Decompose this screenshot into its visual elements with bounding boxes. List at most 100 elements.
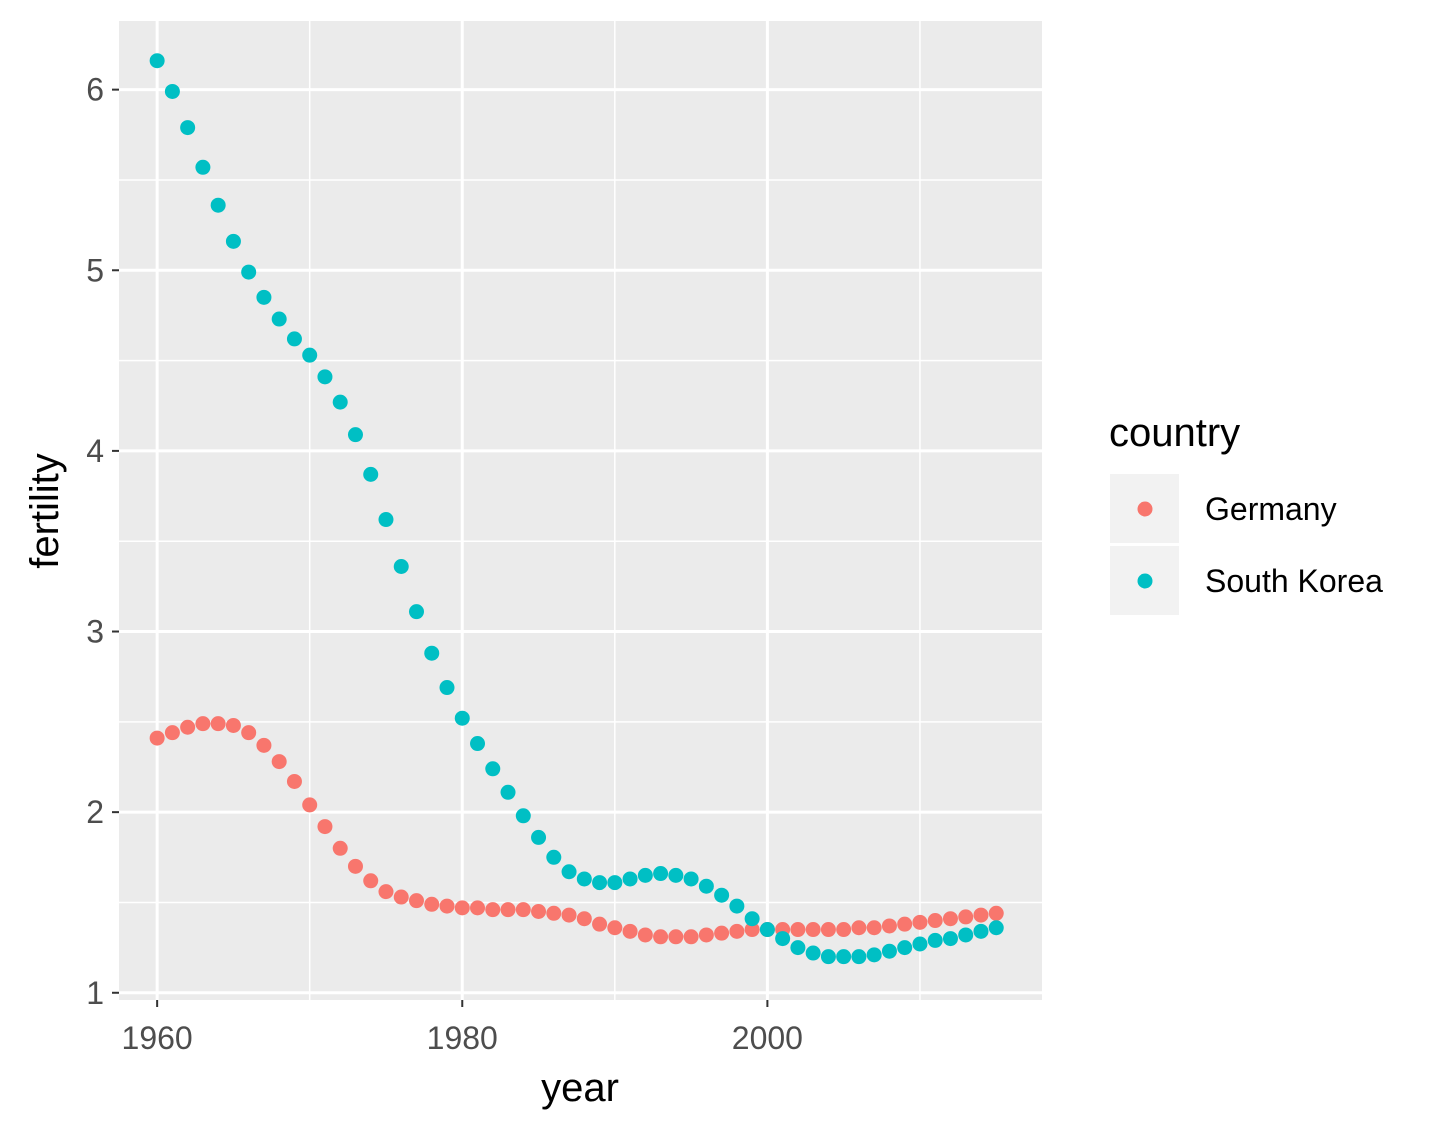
data-point (164, 725, 180, 741)
data-point (454, 900, 470, 916)
data-point (485, 902, 501, 918)
data-point (592, 875, 608, 891)
data-point (775, 931, 791, 947)
data-point (866, 947, 882, 963)
data-point (607, 875, 623, 891)
data-point (988, 905, 1004, 921)
data-point (897, 940, 913, 956)
data-point (622, 923, 638, 939)
data-point (637, 927, 653, 943)
data-point (256, 737, 272, 753)
data-point (439, 680, 455, 696)
data-point (576, 911, 592, 927)
legend-label: South Korea (1205, 563, 1383, 599)
data-point (347, 427, 363, 443)
y-tick-label: 2 (86, 794, 104, 830)
grid-lines (119, 21, 1042, 1000)
data-point (622, 871, 638, 887)
data-point (866, 920, 882, 936)
data-point (698, 878, 714, 894)
data-point (668, 929, 684, 945)
data-point (393, 558, 409, 574)
data-point (470, 736, 486, 752)
data-point (714, 887, 730, 903)
data-point (302, 797, 318, 813)
data-point (744, 922, 760, 938)
data-point (836, 949, 852, 965)
legend-items: Germany South Korea (1110, 474, 1383, 615)
data-point (210, 716, 226, 732)
data-point (424, 645, 440, 661)
y-tick-label: 3 (86, 614, 104, 650)
y-axis-title: fertility (23, 453, 67, 569)
data-point (302, 347, 318, 363)
data-point (149, 730, 165, 746)
legend-item: Germany (1110, 474, 1337, 543)
data-point (912, 914, 928, 930)
series-germany (149, 716, 1004, 945)
data-point (836, 922, 852, 938)
legend-title: country (1109, 411, 1240, 455)
data-point (637, 867, 653, 883)
data-point (790, 922, 806, 938)
data-point (805, 922, 821, 938)
data-point (500, 902, 516, 918)
data-point (607, 920, 623, 936)
legend-key-point (1137, 573, 1153, 589)
data-point (912, 936, 928, 952)
data-point (790, 940, 806, 956)
y-tick-label: 1 (86, 975, 104, 1011)
data-point (317, 819, 333, 835)
data-point (180, 719, 196, 735)
y-tick-label: 6 (86, 72, 104, 108)
legend-item: South Korea (1110, 546, 1383, 615)
data-point (164, 83, 180, 99)
data-point (561, 864, 577, 880)
data-point (744, 911, 760, 927)
data-point (408, 893, 424, 909)
data-point (820, 949, 836, 965)
plot-panel (119, 21, 1042, 1000)
data-point (531, 903, 547, 919)
data-point (561, 907, 577, 923)
data-point (195, 716, 211, 732)
data-point (927, 932, 943, 948)
data-points (149, 53, 1004, 965)
data-point (378, 884, 394, 900)
data-point (851, 920, 867, 936)
data-point (881, 943, 897, 959)
data-point (958, 909, 974, 925)
data-point (286, 331, 302, 347)
data-point (347, 858, 363, 874)
data-point (805, 945, 821, 961)
data-point (683, 929, 699, 945)
y-tick-label: 5 (86, 252, 104, 288)
data-point (256, 289, 272, 305)
data-point (515, 902, 531, 918)
data-point (241, 264, 257, 280)
data-point (942, 911, 958, 927)
data-point (942, 931, 958, 947)
data-point (820, 922, 836, 938)
data-point (195, 159, 211, 175)
data-point (225, 233, 241, 249)
legend-key-point (1137, 501, 1153, 517)
x-axis-ticks: 1960 1980 2000 (122, 1000, 803, 1056)
data-point (500, 784, 516, 800)
data-point (897, 916, 913, 932)
data-point (668, 867, 684, 883)
data-point (729, 898, 745, 914)
data-point (393, 889, 409, 905)
data-point (363, 466, 379, 482)
data-point (271, 311, 287, 327)
data-point (714, 925, 730, 941)
data-point (729, 923, 745, 939)
data-point (332, 840, 348, 856)
data-point (851, 949, 867, 965)
data-point (515, 808, 531, 824)
data-point (332, 394, 348, 410)
y-axis-ticks: 1 2 3 4 5 6 (86, 72, 119, 1011)
data-point (698, 927, 714, 943)
data-point (546, 849, 562, 865)
